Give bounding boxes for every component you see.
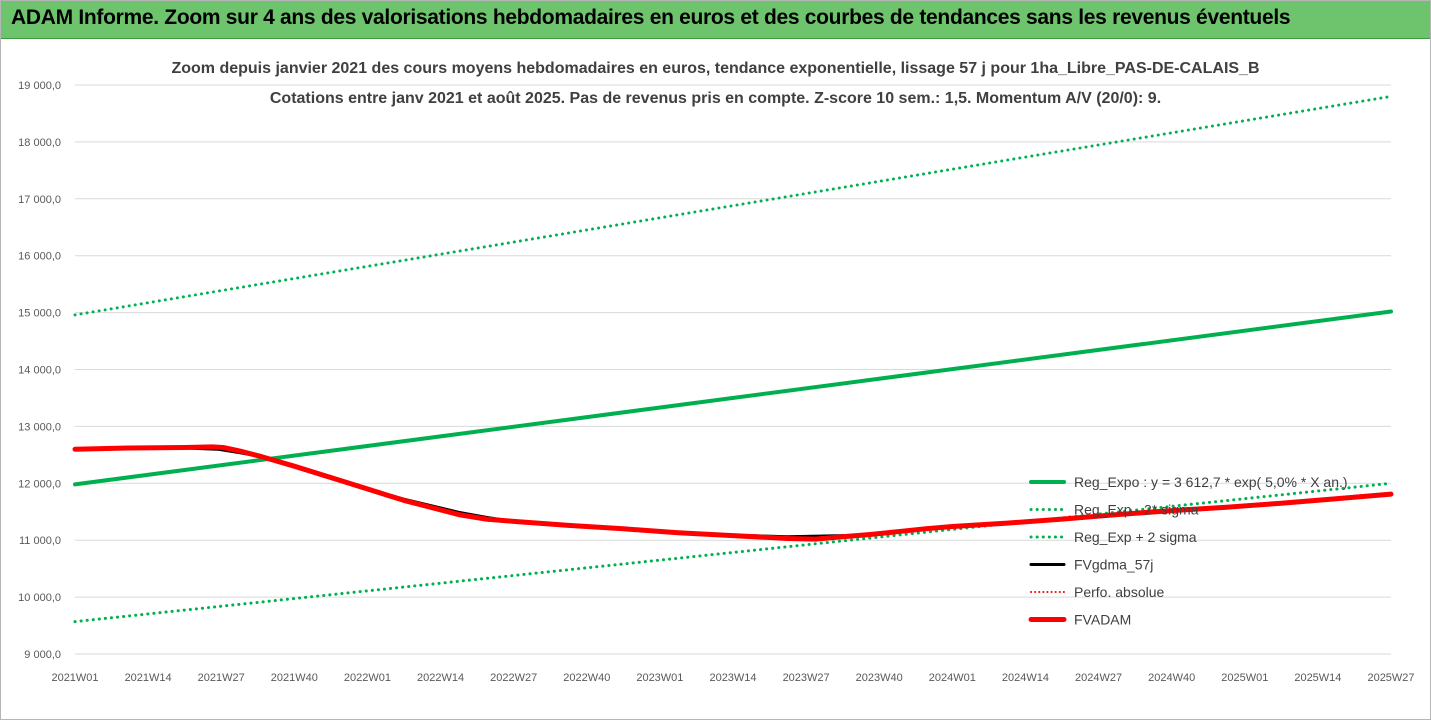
- x-tick-label: 2021W27: [198, 672, 245, 684]
- x-tick-label: 2024W40: [1148, 672, 1195, 684]
- x-tick-label: 2023W27: [783, 672, 830, 684]
- x-tick-label: 2022W01: [344, 672, 391, 684]
- x-tick-label: 2025W27: [1367, 672, 1414, 684]
- x-tick-label: 2025W14: [1294, 672, 1341, 684]
- legend-label: Perfo. absolue: [1074, 584, 1164, 600]
- legend: Reg_Expo : y = 3 612,7 * exp( 5,0% * X a…: [1028, 474, 1348, 628]
- y-tick-label: 13 000,0: [18, 421, 61, 433]
- x-tick-label: 2021W01: [51, 672, 98, 684]
- legend-label: FVgdma_57j: [1074, 557, 1153, 573]
- y-tick-label: 12 000,0: [18, 478, 61, 490]
- series-line-1: [73, 481, 1393, 624]
- chart-title: Zoom depuis janvier 2021 des cours moyen…: [171, 60, 1260, 77]
- x-tick-label: 2024W27: [1075, 672, 1122, 684]
- y-tick-label: 14 000,0: [18, 365, 61, 377]
- y-tick-label: 15 000,0: [18, 308, 61, 320]
- x-tick-label: 2022W40: [563, 672, 610, 684]
- series-line-4: [74, 445, 1392, 541]
- legend-label: Reg_Exp - 2* sigma: [1074, 502, 1199, 518]
- y-tick-label: 17 000,0: [18, 194, 61, 206]
- y-tick-label: 18 000,0: [18, 137, 61, 149]
- x-tick-label: 2021W40: [271, 672, 318, 684]
- x-tick-label: 2021W14: [125, 672, 172, 684]
- x-tick-label: 2025W01: [1221, 672, 1268, 684]
- legend-label: Reg_Expo : y = 3 612,7 * exp( 5,0% * X a…: [1074, 474, 1348, 490]
- x-tick-label: 2023W01: [636, 672, 683, 684]
- x-tick-label: 2023W40: [856, 672, 903, 684]
- series-line-0: [73, 309, 1393, 487]
- x-tick-label: 2022W27: [490, 672, 537, 684]
- legend-label: FVADAM: [1074, 612, 1131, 628]
- x-axis-ticks: 2021W01 2021W14 2021W27 2021W40 2022W01 2022W…: [51, 672, 1414, 684]
- y-tick-label: 11 000,0: [19, 535, 61, 547]
- y-tick-label: 9 000,0: [24, 649, 61, 661]
- y-axis-ticks: 9 000,0 10 000,0 11 000,0 12 000,0 13 000,0 1…: [18, 80, 61, 661]
- report-banner: ADAM Informe. Zoom sur 4 ans des valoris…: [1, 1, 1430, 39]
- series-line-2: [73, 94, 1393, 317]
- x-tick-label: 2022W14: [417, 672, 464, 684]
- series-lines: [72, 94, 1394, 624]
- y-tick-label: 10 000,0: [18, 592, 61, 604]
- grid-lines: [75, 84, 1391, 655]
- legend-label: Reg_Exp + 2 sigma: [1074, 529, 1197, 545]
- report-title: ADAM Informe. Zoom sur 4 ans des valoris…: [11, 6, 1291, 29]
- y-tick-label: 19 000,0: [18, 80, 61, 92]
- y-tick-label: 16 000,0: [18, 251, 61, 263]
- x-tick-label: 2023W14: [709, 672, 756, 684]
- chart-subtitle: Cotations entre janv 2021 et août 2025. …: [269, 90, 1162, 107]
- x-tick-label: 2024W14: [1002, 672, 1049, 684]
- series-line-5: [72, 444, 1394, 542]
- x-tick-label: 2024W01: [929, 672, 976, 684]
